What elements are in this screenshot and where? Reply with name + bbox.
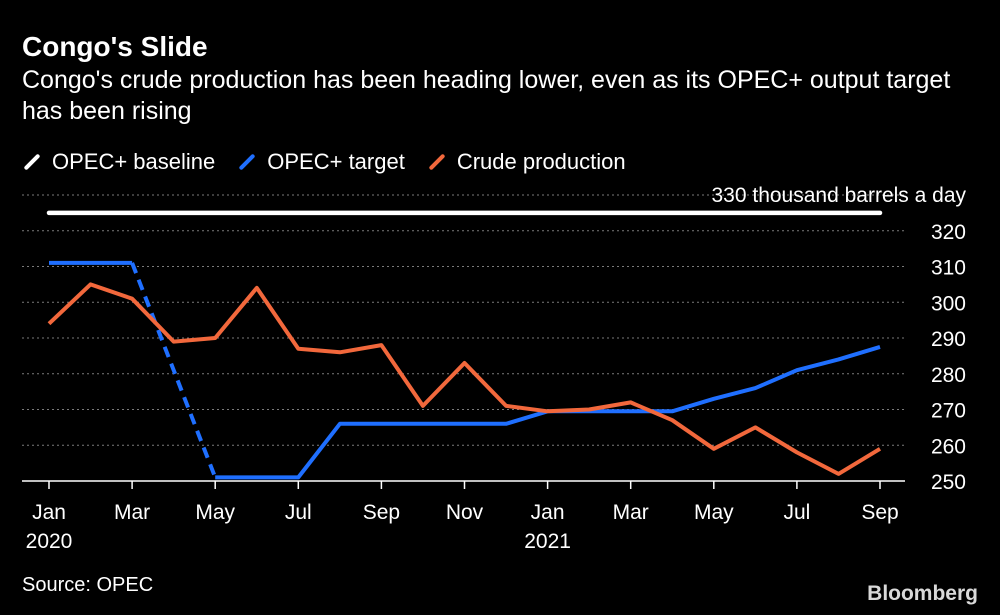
chart-subtitle: Congo's crude production has been headin… bbox=[22, 66, 951, 125]
y-tick-label: 290 bbox=[931, 328, 966, 351]
y-tick-label: 270 bbox=[931, 400, 966, 423]
source-note: Source: OPEC bbox=[22, 574, 154, 596]
y-tick-label: 260 bbox=[931, 435, 966, 458]
y-tick-label: 280 bbox=[931, 364, 966, 387]
chart-title: Congo's Slide bbox=[22, 31, 208, 62]
x-tick-label: Nov bbox=[446, 501, 484, 524]
series-line-production bbox=[47, 282, 882, 476]
legend-item-production: Crude production bbox=[427, 149, 626, 175]
bloomberg-logo: Bloomberg bbox=[867, 582, 978, 605]
legend-item-baseline: OPEC+ baseline bbox=[22, 149, 215, 175]
legend-label-target: OPEC+ target bbox=[267, 149, 405, 174]
x-tick-label: Jan bbox=[531, 501, 565, 524]
x-tick-year-label: 2020 bbox=[26, 530, 73, 553]
legend-label-production: Crude production bbox=[456, 149, 626, 174]
x-tick-label: Mar bbox=[613, 501, 649, 524]
x-tick-year-label: 2021 bbox=[524, 530, 571, 553]
baseline-annotation: 330 thousand barrels a day bbox=[711, 184, 966, 207]
x-tick-label: Mar bbox=[114, 501, 150, 524]
x-tick-label: May bbox=[195, 501, 235, 524]
y-tick-label: 250 bbox=[931, 471, 966, 494]
x-tick-label: Sep bbox=[363, 501, 400, 524]
x-tick-label: Jul bbox=[783, 501, 810, 524]
y-tick-label: 320 bbox=[931, 221, 966, 244]
legend-label-baseline: OPEC+ baseline bbox=[52, 149, 216, 174]
x-tick-label: Sep bbox=[861, 501, 898, 524]
y-tick-label: 300 bbox=[931, 292, 966, 315]
x-tick-label: Jul bbox=[285, 501, 312, 524]
legend: OPEC+ baseline OPEC+ target Crude produc… bbox=[22, 148, 648, 176]
x-tick-label: May bbox=[694, 501, 734, 524]
legend-item-target: OPEC+ target bbox=[237, 149, 405, 175]
y-tick-label: 310 bbox=[931, 257, 966, 280]
series-line-target-dashed bbox=[130, 262, 218, 479]
x-tick-label: Jan bbox=[32, 501, 66, 524]
